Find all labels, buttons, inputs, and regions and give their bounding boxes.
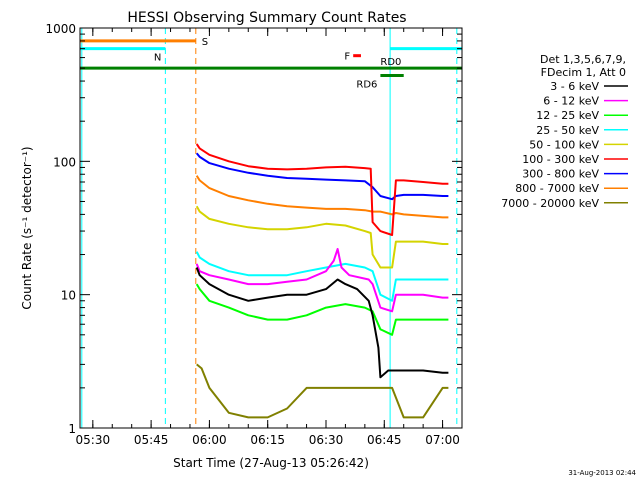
legend-label-1: 6 - 12 keV [543,95,599,108]
series-line-5 [195,143,449,236]
legend-label-0: 3 - 6 keV [550,80,599,93]
series-line-4 [195,205,449,269]
series-line-6 [195,152,449,201]
x-tick-label: 05:30 [76,433,111,447]
timestamp: 31-Aug-2013 02:44 [568,469,636,477]
series-line-1 [195,248,449,313]
plot-area: S N F RD0 RD6 [80,28,462,428]
series-line-0 [195,267,449,379]
x-tick-label: 06:30 [309,433,344,447]
y-tick-label: 1 [68,422,76,436]
legend-label-8: 7000 - 20000 keV [501,197,599,210]
legend-label-2: 12 - 25 keV [536,109,599,122]
flag-label-3: F [344,52,350,63]
series-line-7 [195,175,449,219]
legend-label-5: 100 - 300 keV [522,153,599,166]
x-tick-label: 06:45 [367,433,402,447]
flag-label-0: S [202,37,208,48]
series-line-3 [195,251,449,302]
x-tick-label: 06:15 [250,433,285,447]
legend: Det 1,3,5,6,7,9,FDecim 1, Att 03 - 6 keV… [501,53,628,210]
legend-label-7: 800 - 7000 keV [515,182,599,195]
flag-label-1: N [154,53,161,64]
legend-label-3: 25 - 50 keV [536,124,599,137]
flag-label-5: RD6 [356,80,377,91]
y-tick-label: 10 [61,289,76,303]
legend-header-1: FDecim 1, Att 0 [541,66,626,79]
y-tick-label: 100 [53,155,76,169]
x-tick-label: 06:00 [192,433,227,447]
legend-label-6: 300 - 800 keV [522,168,599,181]
series-line-2 [195,283,449,336]
axes: 1 10 100 1000 05:30 05:45 06:00 06:15 06:30 06:45… [45,22,463,447]
series-line-8 [196,363,449,419]
y-tick-label: 1000 [45,22,76,36]
x-tick-label: 05:45 [134,433,169,447]
y-axis-label: Count Rate (s⁻¹ detector⁻¹) [20,146,34,309]
x-axis-label: Start Time (27-Aug-13 05:26:42) [173,456,369,470]
x-tick-label: 07:00 [425,433,460,447]
legend-label-4: 50 - 100 keV [529,138,599,151]
chart-title: HESSI Observing Summary Count Rates [127,10,406,26]
legend-header-0: Det 1,3,5,6,7,9, [540,53,626,66]
flag-label-4: RD0 [380,57,401,68]
plot-frame [79,27,463,429]
